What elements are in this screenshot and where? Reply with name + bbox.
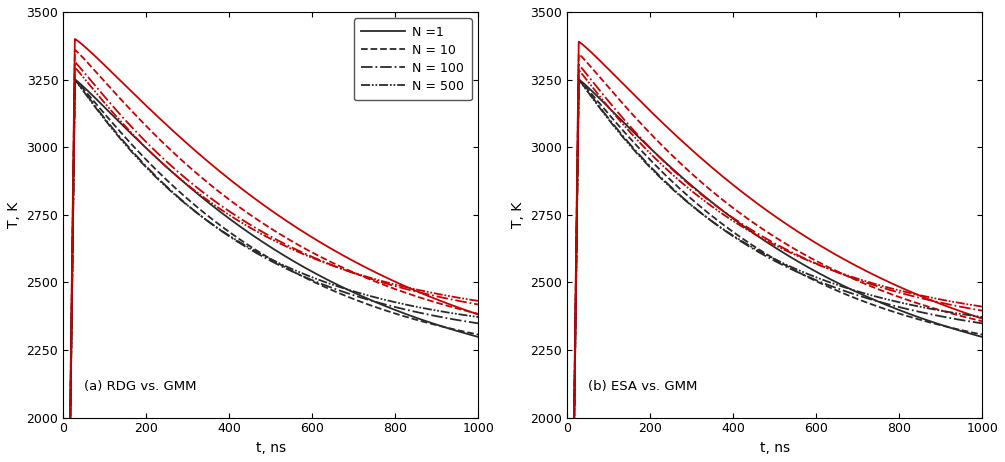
X-axis label: t, ns: t, ns: [255, 441, 285, 455]
Text: (a) RDG vs. GMM: (a) RDG vs. GMM: [84, 380, 197, 393]
Legend: N =1, N = 10, N = 100, N = 500: N =1, N = 10, N = 100, N = 500: [354, 18, 472, 100]
Text: (b) ESA vs. GMM: (b) ESA vs. GMM: [588, 380, 697, 393]
Y-axis label: T, K: T, K: [7, 202, 21, 228]
X-axis label: t, ns: t, ns: [760, 441, 790, 455]
Y-axis label: T, K: T, K: [511, 202, 525, 228]
